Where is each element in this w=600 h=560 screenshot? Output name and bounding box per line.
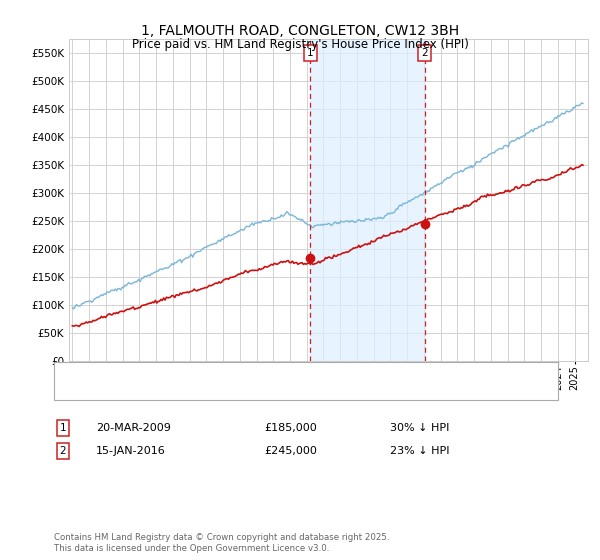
Bar	[310, 39, 425, 361]
Text: 1, FALMOUTH ROAD, CONGLETON, CW12 3BH: 1, FALMOUTH ROAD, CONGLETON, CW12 3BH	[141, 24, 459, 38]
Text: £185,000: £185,000	[264, 423, 317, 433]
Text: 30% ↓ HPI: 30% ↓ HPI	[390, 423, 449, 433]
Text: 15-JAN-2016: 15-JAN-2016	[96, 446, 166, 456]
Text: 2: 2	[421, 48, 428, 58]
Text: 20-MAR-2009: 20-MAR-2009	[96, 423, 171, 433]
Text: —: —	[66, 384, 82, 398]
Text: Contains HM Land Registry data © Crown copyright and database right 2025.
This d: Contains HM Land Registry data © Crown c…	[54, 533, 389, 553]
Text: Price paid vs. HM Land Registry's House Price Index (HPI): Price paid vs. HM Land Registry's House …	[131, 38, 469, 51]
Text: 2: 2	[59, 446, 67, 456]
Text: —: —	[66, 366, 82, 380]
Text: £245,000: £245,000	[264, 446, 317, 456]
Text: 1, FALMOUTH ROAD, CONGLETON, CW12 3BH (detached house): 1, FALMOUTH ROAD, CONGLETON, CW12 3BH (d…	[93, 368, 426, 378]
Text: HPI: Average price, detached house, Cheshire East: HPI: Average price, detached house, Ches…	[93, 386, 358, 396]
Text: 23% ↓ HPI: 23% ↓ HPI	[390, 446, 449, 456]
Text: 1: 1	[307, 48, 314, 58]
Text: 1: 1	[59, 423, 67, 433]
